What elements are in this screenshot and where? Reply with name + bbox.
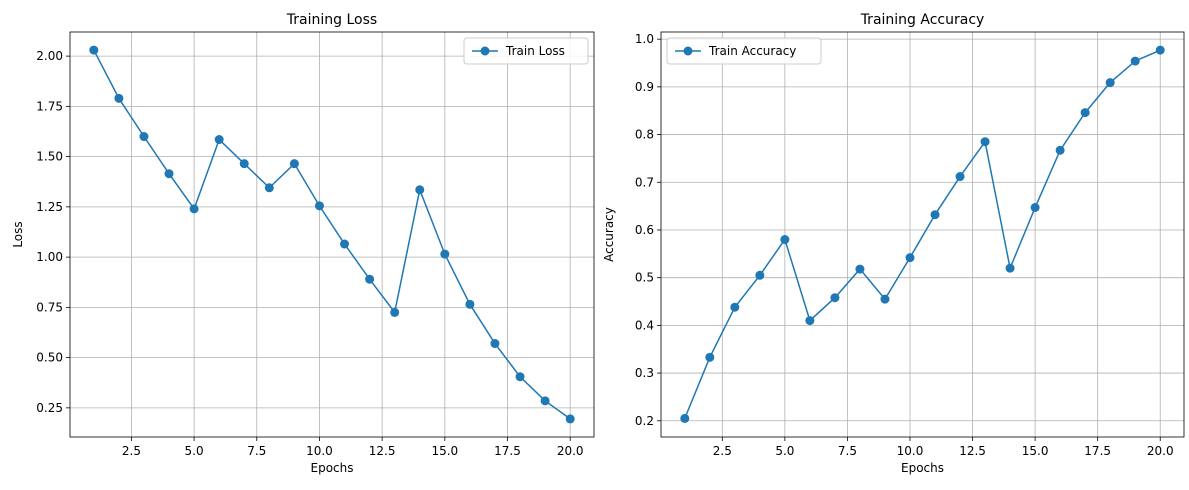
chart-1: 2.5 5.0 7.5 10.0 12.5 15.0 17.5 20.0 0.25 0.50 0.7… (11, 12, 595, 475)
y-tick-label: 0.25 (36, 401, 63, 415)
y-tick-label: 1.0 (635, 32, 654, 46)
data-point (855, 264, 865, 274)
y-tick-label: 0.75 (36, 300, 63, 314)
data-point (705, 352, 715, 362)
x-tick-label: 12.5 (959, 444, 986, 458)
data-point (114, 93, 124, 103)
data-point (264, 183, 274, 193)
data-point (515, 372, 525, 382)
y-axis-label: Accuracy (602, 207, 616, 262)
data-point (755, 270, 765, 280)
data-point (239, 159, 249, 169)
data-point (139, 132, 149, 142)
data-point (1155, 45, 1165, 55)
data-point (289, 159, 299, 169)
axes-frame (69, 31, 595, 438)
y-axis-label: Loss (11, 221, 25, 247)
y-tick-label: 0.50 (36, 351, 63, 365)
chart-title: Training Loss (286, 12, 377, 28)
data-point (440, 249, 450, 259)
y-tick-label: 1.75 (36, 99, 63, 113)
y-tick-label: 1.50 (36, 150, 63, 164)
x-tick-label: 2.5 (713, 444, 732, 458)
legend-label: Train Accuracy (708, 44, 796, 58)
y-tick-label: 0.5 (635, 271, 654, 285)
x-tick-label: 15.0 (1022, 444, 1049, 458)
x-tick-label: 5.0 (185, 444, 204, 458)
data-point (830, 293, 840, 303)
data-point (1105, 78, 1115, 88)
legend: Train Loss (463, 37, 589, 65)
data-point (465, 299, 475, 309)
legend-box (463, 37, 589, 65)
x-tick-label: 2.5 (122, 444, 141, 458)
data-point (340, 239, 350, 249)
data-point (680, 413, 690, 423)
x-tick-label: 7.5 (838, 444, 857, 458)
legend-box (666, 37, 822, 65)
legend: Train Accuracy (666, 37, 822, 65)
series-line (684, 49, 1161, 419)
data-point (880, 294, 890, 304)
data-point (540, 396, 550, 406)
data-point (164, 169, 174, 179)
x-tick-label: 20.0 (1147, 444, 1174, 458)
x-tick-label: 15.0 (431, 444, 458, 458)
y-tick-label: 0.9 (635, 80, 654, 94)
data-point (565, 414, 575, 424)
legend-marker (683, 46, 693, 56)
chart-title: Training Accuracy (860, 12, 985, 28)
data-point (905, 253, 915, 263)
data-point (1130, 56, 1140, 66)
x-tick-label: 10.0 (897, 444, 924, 458)
data-point (365, 274, 375, 284)
x-axis-label: Epochs (311, 461, 354, 475)
y-tick-label: 0.7 (635, 175, 654, 189)
data-point (1030, 203, 1040, 213)
y-tick-label: 2.00 (36, 49, 63, 63)
data-point (314, 201, 324, 211)
y-tick-label: 0.3 (635, 366, 654, 380)
data-point (1055, 145, 1065, 155)
data-point (980, 137, 990, 147)
data-point (1080, 108, 1090, 118)
data-point (780, 235, 790, 245)
x-tick-label: 7.5 (247, 444, 266, 458)
y-tick-label: 1.00 (36, 250, 63, 264)
legend-marker (480, 46, 490, 56)
y-tick-label: 1.25 (36, 200, 63, 214)
chart-2: 2.5 5.0 7.5 10.0 12.5 15.0 17.5 20.0 0.2 0.3 0.4 0.… (602, 12, 1185, 475)
data-point (805, 316, 815, 326)
series-line (93, 49, 571, 420)
data-point (189, 204, 199, 214)
legend-label: Train Loss (505, 44, 565, 58)
x-tick-label: 17.5 (1084, 444, 1111, 458)
x-axis-label: Epochs (901, 461, 944, 475)
y-tick-label: 0.4 (635, 318, 654, 332)
x-tick-label: 20.0 (557, 444, 584, 458)
x-tick-label: 5.0 (775, 444, 794, 458)
data-point (214, 135, 224, 145)
y-tick-label: 0.2 (635, 414, 654, 428)
data-point (390, 307, 400, 317)
data-point (490, 339, 500, 349)
x-tick-label: 10.0 (306, 444, 333, 458)
y-tick-label: 0.6 (635, 223, 654, 237)
data-point (89, 45, 99, 55)
y-tick-label: 0.8 (635, 128, 654, 142)
x-tick-label: 12.5 (369, 444, 396, 458)
data-point (1005, 263, 1015, 273)
data-point (415, 185, 425, 195)
axes-frame (660, 31, 1185, 438)
data-point (730, 302, 740, 312)
data-point (930, 210, 940, 220)
data-point (955, 172, 965, 182)
x-tick-label: 17.5 (494, 444, 521, 458)
